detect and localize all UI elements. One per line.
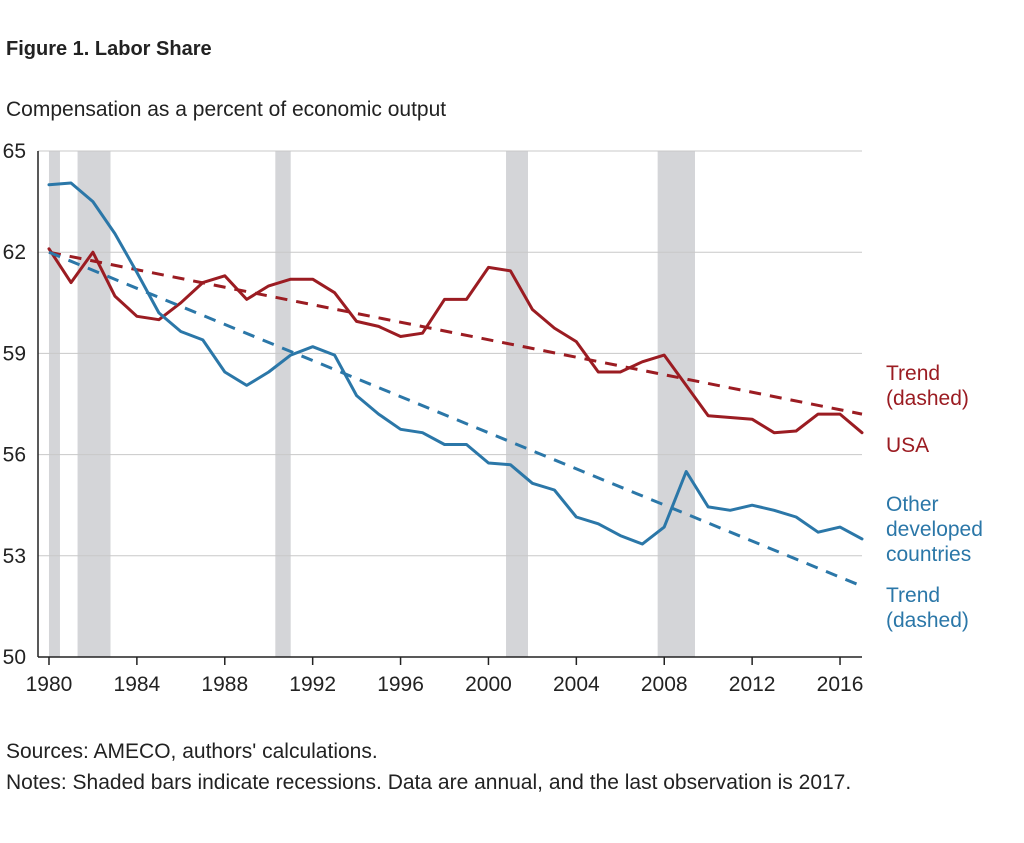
figure-title: Figure 1. Labor Share	[6, 38, 212, 60]
y-tick-label-65: 65	[3, 140, 26, 163]
other-label-line2: developed	[886, 518, 983, 541]
series-lines	[47, 181, 864, 588]
usa-trend-label-line2: (dashed)	[886, 387, 969, 410]
y-tick-label-59: 59	[3, 342, 26, 365]
y-tick-label-50: 50	[3, 646, 26, 669]
y-tick-label-53: 53	[3, 545, 26, 568]
trend-line-usa	[48, 250, 863, 416]
notes-text: Notes: Shaded bars indicate recessions. …	[6, 771, 852, 794]
recession-bar-4	[506, 151, 529, 657]
x-tick-label-2000: 2000	[465, 673, 512, 696]
figure-subtitle: Compensation as a percent of economic ou…	[6, 98, 447, 121]
recession-bars	[48, 151, 696, 657]
series-labels: Trend (dashed) USA Other developed count…	[886, 362, 983, 632]
x-tick-label-2004: 2004	[553, 673, 600, 696]
axes: 50 53 56 59 62 65 1980 1984 1988 1992 1996 2000 2004…	[3, 140, 864, 696]
recession-bar-5	[657, 151, 696, 657]
x-tick-label-1992: 1992	[289, 673, 336, 696]
gridlines	[38, 150, 862, 557]
x-tick-label-2016: 2016	[817, 673, 864, 696]
usa-trend-label-line1: Trend	[886, 362, 940, 385]
y-tick-label-62: 62	[3, 241, 26, 264]
x-tick-label-1996: 1996	[377, 673, 424, 696]
other-trend-label-line1: Trend	[886, 584, 940, 607]
recession-bar-3	[275, 151, 291, 657]
series-line-usa	[47, 247, 864, 435]
other-trend-label-line2: (dashed)	[886, 609, 969, 632]
other-label-line1: Other	[886, 493, 939, 516]
x-tick-label-2012: 2012	[729, 673, 776, 696]
usa-label: USA	[886, 434, 929, 457]
sources-note: Sources: AMECO, authors' calculations.	[6, 740, 378, 763]
x-tick-label-2008: 2008	[641, 673, 688, 696]
x-tick-label-1984: 1984	[114, 673, 161, 696]
recession-bar-1	[48, 151, 60, 657]
y-tick-label-56: 56	[3, 444, 26, 467]
x-tick-label-1988: 1988	[201, 673, 248, 696]
recession-bar-2	[77, 151, 111, 657]
labor-share-chart: 50 53 56 59 62 65 1980 1984 1988 1992 1996 2000 2004…	[3, 140, 983, 696]
x-tick-label-1980: 1980	[26, 673, 73, 696]
series-line-other-developed-countries	[47, 181, 864, 546]
other-label-line3: countries	[886, 543, 971, 566]
